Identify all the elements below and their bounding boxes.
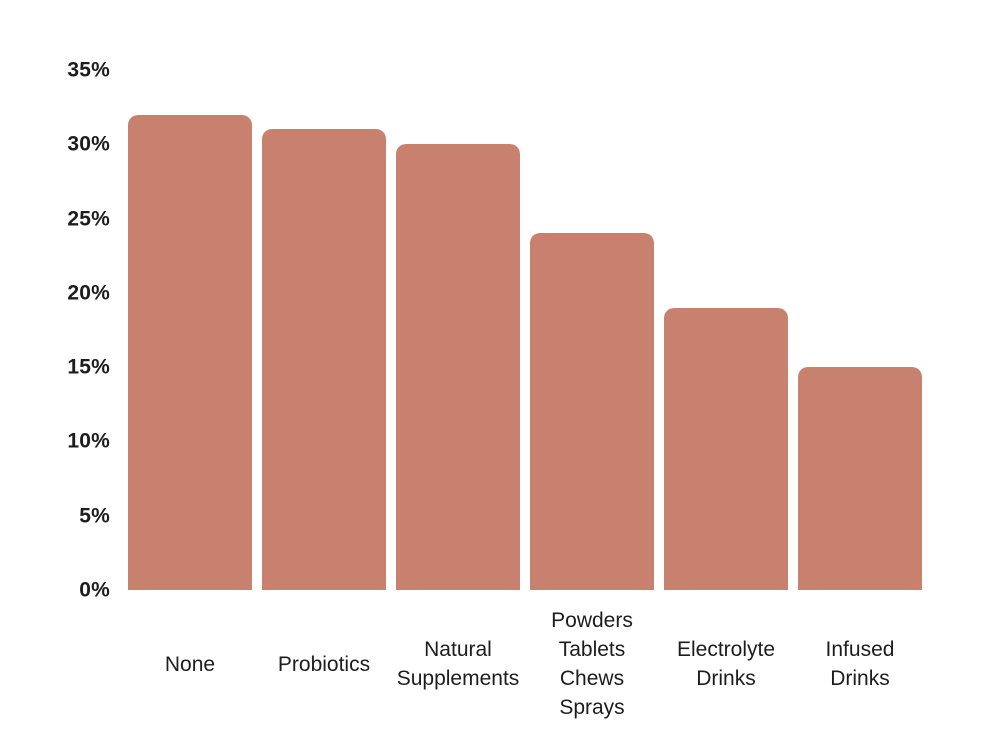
x-tick-label-1: Probiotics <box>277 652 371 676</box>
y-axis: 0% 5% 10% 15% 20% 25% 30% 35% <box>0 60 110 601</box>
y-tick-label-2: 10% <box>67 429 110 453</box>
y-tick-label-5: 25% <box>67 207 110 231</box>
bar-3 <box>530 233 654 590</box>
x-tick-label-2: Natural Supplements <box>396 638 520 690</box>
x-tick-label-0: None <box>164 652 216 676</box>
plot-area <box>128 70 922 590</box>
bar-2 <box>396 144 520 590</box>
x-tick-label-3: Powders Tablets Chews Sprays <box>551 609 633 719</box>
y-tick-label-0: 0% <box>79 578 110 602</box>
y-tick-label-4: 20% <box>67 281 110 305</box>
y-tick-label-6: 30% <box>67 132 110 156</box>
bar-4 <box>664 307 788 590</box>
bar-0 <box>128 114 252 590</box>
x-tick-label-4: Electrolyte Drinks <box>676 638 776 690</box>
y-tick-label-7: 35% <box>67 58 110 82</box>
x-axis: None Probiotics Natural Supplements Powders… <box>128 592 922 738</box>
x-tick-label-5: Infused Drinks <box>825 638 895 690</box>
bar-5 <box>798 367 922 590</box>
y-tick-label-1: 5% <box>79 504 110 528</box>
bar-1 <box>262 129 386 590</box>
y-tick-label-3: 15% <box>67 355 110 379</box>
